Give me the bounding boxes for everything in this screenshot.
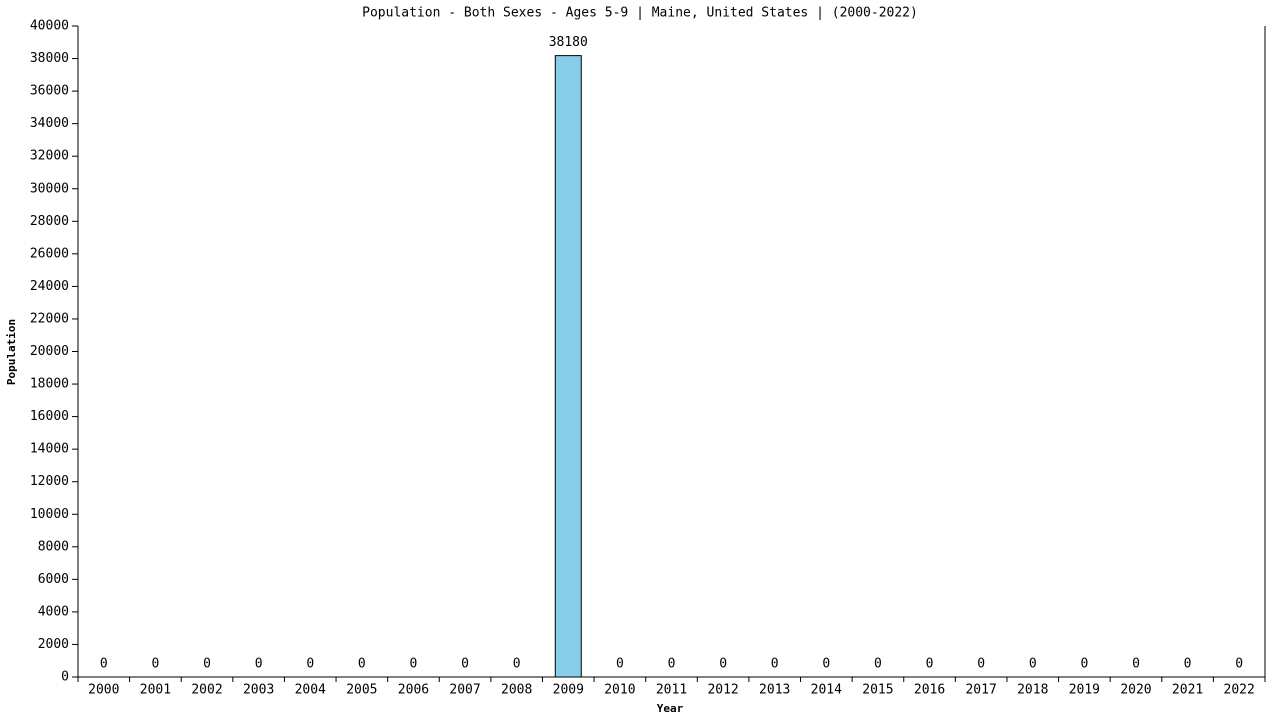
y-tick-label: 28000 xyxy=(30,214,69,229)
value-label: 0 xyxy=(771,657,779,672)
y-tick-label: 20000 xyxy=(30,344,69,359)
x-tick-label: 2014 xyxy=(811,683,842,698)
y-tick-label: 30000 xyxy=(30,181,69,196)
x-tick-label: 2002 xyxy=(191,683,222,698)
x-tick-label: 2021 xyxy=(1172,683,1203,698)
y-tick-label: 6000 xyxy=(38,572,69,587)
x-tick-label: 2011 xyxy=(656,683,687,698)
x-axis-label: Year xyxy=(657,702,684,715)
value-label: 0 xyxy=(1029,657,1037,672)
y-tick-label: 34000 xyxy=(30,116,69,131)
value-label: 0 xyxy=(874,657,882,672)
y-tick-label: 12000 xyxy=(30,474,69,489)
y-tick-label: 32000 xyxy=(30,149,69,164)
y-tick-label: 8000 xyxy=(38,539,69,554)
x-tick-label: 2016 xyxy=(914,683,945,698)
x-tick-label: 2000 xyxy=(88,683,119,698)
x-tick-label: 2005 xyxy=(346,683,377,698)
value-label: 0 xyxy=(358,657,366,672)
x-tick-label: 2006 xyxy=(398,683,429,698)
value-label: 0 xyxy=(1080,657,1088,672)
x-tick-label: 2004 xyxy=(295,683,326,698)
x-tick-label: 2022 xyxy=(1224,683,1255,698)
value-label: 0 xyxy=(203,657,211,672)
value-label: 0 xyxy=(1235,657,1243,672)
y-axis-label: Population xyxy=(5,319,18,385)
y-tick-label: 40000 xyxy=(30,19,69,34)
y-tick-label: 26000 xyxy=(30,246,69,261)
y-tick-label: 24000 xyxy=(30,279,69,294)
y-tick-label: 2000 xyxy=(38,637,69,652)
x-tick-label: 2009 xyxy=(553,683,584,698)
x-tick-label: 2010 xyxy=(604,683,635,698)
x-tick-label: 2020 xyxy=(1120,683,1151,698)
x-tick-label: 2001 xyxy=(140,683,171,698)
value-label: 0 xyxy=(1132,657,1140,672)
value-label: 0 xyxy=(461,657,469,672)
y-tick-label: 14000 xyxy=(30,442,69,457)
x-tick-label: 2008 xyxy=(501,683,532,698)
value-label: 0 xyxy=(306,657,314,672)
x-tick-label: 2003 xyxy=(243,683,274,698)
value-label: 38180 xyxy=(549,35,588,50)
y-tick-label: 0 xyxy=(61,670,69,685)
value-label: 0 xyxy=(926,657,934,672)
y-tick-label: 38000 xyxy=(30,51,69,66)
value-label: 0 xyxy=(100,657,108,672)
value-label: 0 xyxy=(977,657,985,672)
y-tick-label: 4000 xyxy=(38,604,69,619)
value-label: 0 xyxy=(151,657,159,672)
x-tick-label: 2007 xyxy=(449,683,480,698)
y-tick-label: 18000 xyxy=(30,377,69,392)
value-label: 0 xyxy=(719,657,727,672)
value-label: 0 xyxy=(1184,657,1192,672)
value-label: 0 xyxy=(822,657,830,672)
value-label: 0 xyxy=(255,657,263,672)
chart-title: Population - Both Sexes - Ages 5-9 | Mai… xyxy=(362,6,918,21)
value-label: 0 xyxy=(616,657,624,672)
x-tick-label: 2012 xyxy=(707,683,738,698)
x-tick-label: 2017 xyxy=(965,683,996,698)
value-label: 0 xyxy=(410,657,418,672)
value-label: 0 xyxy=(513,657,521,672)
y-tick-label: 22000 xyxy=(30,311,69,326)
x-tick-label: 2018 xyxy=(1017,683,1048,698)
y-tick-label: 16000 xyxy=(30,409,69,424)
y-tick-label: 10000 xyxy=(30,507,69,522)
x-tick-label: 2019 xyxy=(1069,683,1100,698)
x-tick-label: 2015 xyxy=(862,683,893,698)
bar xyxy=(554,55,582,678)
y-tick-label: 36000 xyxy=(30,84,69,99)
x-tick-label: 2013 xyxy=(759,683,790,698)
value-label: 0 xyxy=(668,657,676,672)
